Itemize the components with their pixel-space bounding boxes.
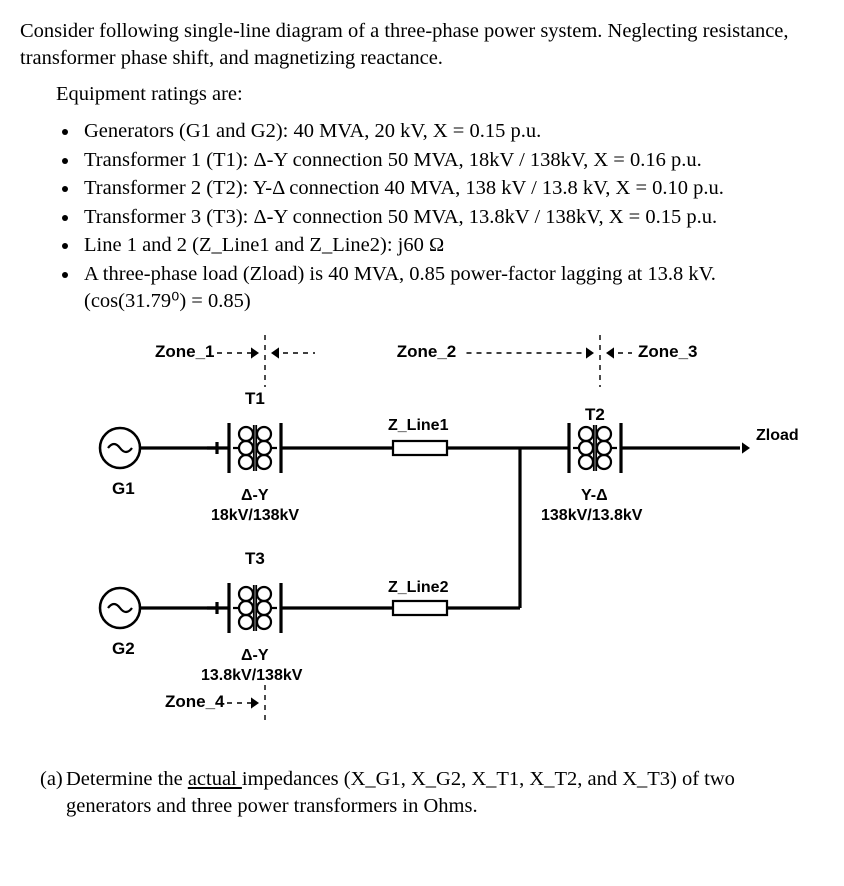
svg-text:13.8kV/138kV: 13.8kV/138kV — [201, 667, 303, 684]
svg-text:Zone_2: Zone_2 — [397, 342, 457, 361]
list-item: A three-phase load (Zload) is 40 MVA, 0.… — [80, 261, 824, 314]
part-a-pre: Determine the — [66, 768, 188, 790]
list-item: Transformer 2 (T2): Y-Δ connection 40 MV… — [80, 175, 824, 202]
svg-text:Δ-Y: Δ-Y — [241, 487, 269, 504]
svg-text:Zone_1: Zone_1 — [155, 342, 215, 361]
part-a-underline: actual — [188, 768, 242, 790]
list-item: Transformer 3 (T3): Δ-Y connection 50 MV… — [80, 204, 824, 231]
svg-text:G2: G2 — [112, 639, 135, 658]
intro-paragraph: Consider following single-line diagram o… — [20, 18, 824, 71]
svg-text:Zone_3: Zone_3 — [638, 342, 698, 361]
svg-text:Zload: Zload — [756, 427, 799, 444]
list-item-line2: (cos(31.79⁰) = 0.85) — [84, 290, 251, 312]
equipment-ratings-list: Generators (G1 and G2): 40 MVA, 20 kV, X… — [20, 118, 824, 314]
part-a-label: (a) — [40, 766, 66, 819]
part-a-text: Determine the actual impedances (X_G1, X… — [66, 766, 804, 819]
list-item: Generators (G1 and G2): 40 MVA, 20 kV, X… — [80, 118, 824, 145]
svg-text:18kV/138kV: 18kV/138kV — [211, 507, 299, 524]
list-item: Transformer 1 (T1): Δ-Y connection 50 MV… — [80, 147, 824, 174]
svg-text:T3: T3 — [245, 549, 265, 568]
ratings-header: Equipment ratings are: — [56, 81, 824, 108]
svg-text:138kV/13.8kV: 138kV/13.8kV — [541, 507, 643, 524]
list-item-line1: A three-phase load (Zload) is 40 MVA, 0.… — [84, 263, 716, 285]
sld-svg: Zone_1 Zone_2 Zone_3 Zone_4 G1 T1 Δ-Y 18kV/138k… — [20, 328, 820, 748]
svg-text:Δ-Y: Δ-Y — [241, 647, 269, 664]
svg-text:Z_Line1: Z_Line1 — [388, 417, 449, 434]
svg-text:Zone_4: Zone_4 — [165, 692, 225, 711]
svg-text:T2: T2 — [585, 405, 605, 424]
single-line-diagram: Zone_1 Zone_2 Zone_3 Zone_4 G1 T1 Δ-Y 18kV/138k… — [20, 328, 824, 748]
svg-text:Z_Line2: Z_Line2 — [388, 579, 449, 596]
svg-text:Y-Δ: Y-Δ — [581, 487, 608, 504]
svg-text:G1: G1 — [112, 479, 135, 498]
list-item: Line 1 and 2 (Z_Line1 and Z_Line2): j60 … — [80, 232, 824, 259]
question-part-a: (a) Determine the actual impedances (X_G… — [40, 766, 804, 819]
svg-text:T1: T1 — [245, 389, 265, 408]
